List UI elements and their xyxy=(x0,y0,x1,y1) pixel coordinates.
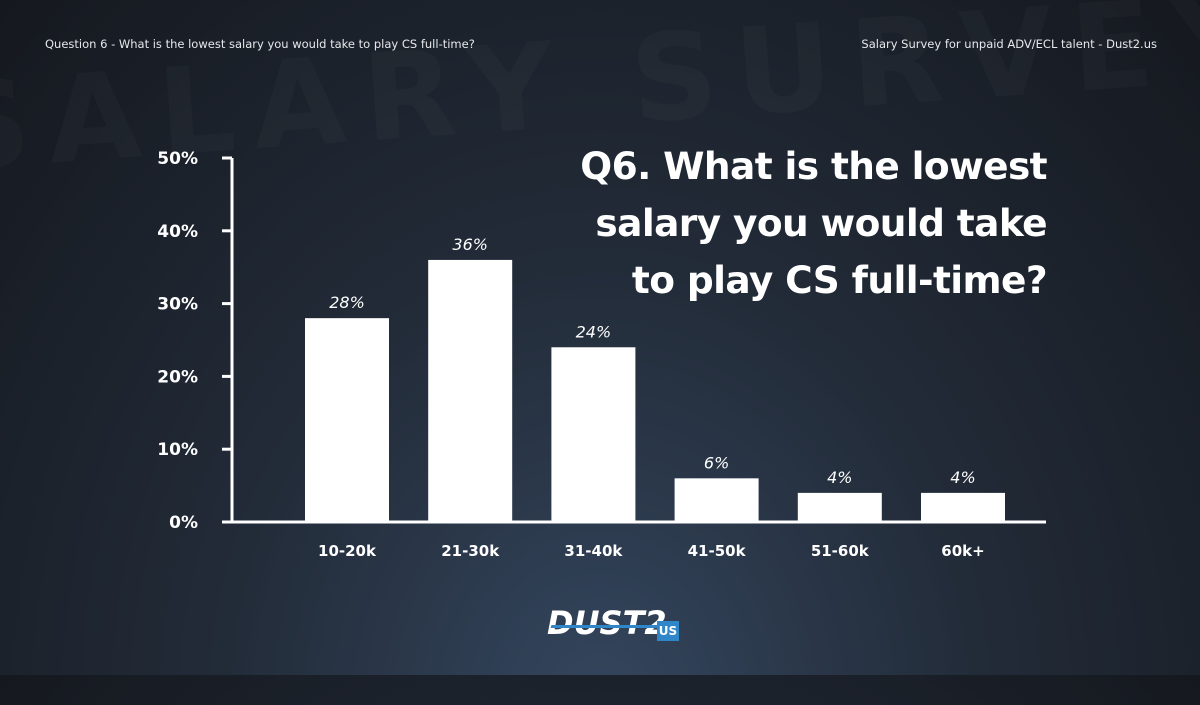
y-tick-label: 50% xyxy=(157,149,198,169)
data-label: 24% xyxy=(576,322,612,341)
y-tick-label: 30% xyxy=(157,295,198,315)
bar xyxy=(305,318,389,522)
x-tick-label: 10-20k xyxy=(318,542,377,560)
x-tick-label: 41-50k xyxy=(688,542,747,560)
data-label: 6% xyxy=(704,453,729,472)
chart-title-line-2: salary you would take xyxy=(595,201,1047,245)
bar xyxy=(551,347,636,522)
chart-title-line-3: to play CS full-time? xyxy=(631,258,1048,302)
logo-badge: US xyxy=(657,621,679,641)
x-tick-label: 60k+ xyxy=(941,542,984,560)
logo-underline xyxy=(550,625,664,628)
chart-title-line-1: Q6. What is the lowest xyxy=(580,144,1047,188)
y-tick-label: 20% xyxy=(157,367,198,387)
y-tick-label: 10% xyxy=(157,440,198,460)
y-tick-label: 40% xyxy=(157,222,198,242)
logo-wordmark: DUST2 xyxy=(547,604,667,642)
chart-title: Q6. What is the lowest salary you would … xyxy=(527,138,1047,309)
bar-chart: 0% 10% 20% 30% 40% 50% 28% 10-20k 36% 21-30k 24% 31… xyxy=(0,0,1200,675)
data-label: 28% xyxy=(329,293,365,312)
bar xyxy=(797,492,882,522)
bar xyxy=(428,259,513,522)
header-survey-source: Salary Survey for unpaid ADV/ECL talent … xyxy=(861,37,1157,51)
x-tick-label: 21-30k xyxy=(441,542,500,560)
x-tick-label: 31-40k xyxy=(564,542,623,560)
y-tick-label: 0% xyxy=(169,513,198,533)
data-label: 4% xyxy=(950,468,975,487)
bar xyxy=(674,478,759,522)
data-label: 36% xyxy=(452,235,488,254)
bar xyxy=(921,492,1005,522)
x-tick-label: 51-60k xyxy=(811,542,870,560)
data-label: 4% xyxy=(827,468,852,487)
header-question-text: Question 6 - What is the lowest salary y… xyxy=(45,37,475,51)
